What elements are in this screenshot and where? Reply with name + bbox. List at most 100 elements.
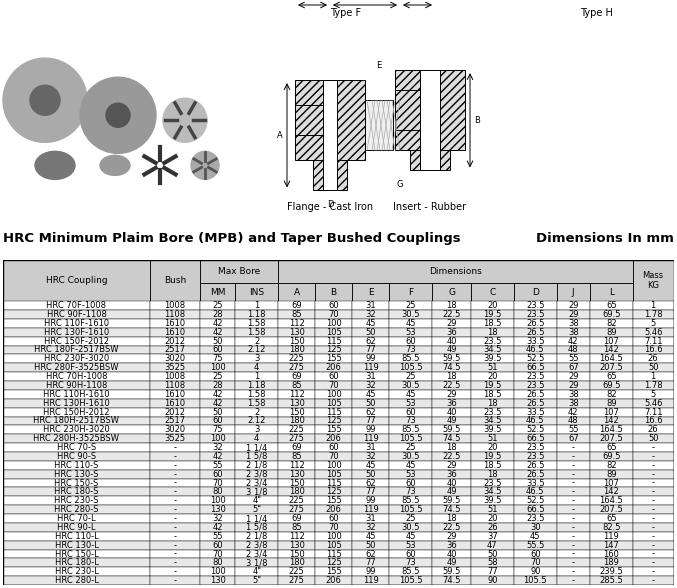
Bar <box>150 372 200 381</box>
Bar <box>3 443 150 452</box>
Bar <box>633 541 674 550</box>
Text: 275: 275 <box>288 363 305 372</box>
Bar <box>471 496 514 505</box>
Text: 206: 206 <box>326 505 342 514</box>
Text: 65: 65 <box>606 301 617 310</box>
Bar <box>3 319 150 328</box>
Text: 69: 69 <box>291 372 302 381</box>
Bar <box>352 346 389 355</box>
Text: 50: 50 <box>648 363 659 372</box>
Bar <box>352 532 389 541</box>
Bar <box>315 541 352 550</box>
Bar <box>389 328 432 337</box>
Text: J: J <box>572 288 575 297</box>
Text: 16.6: 16.6 <box>644 416 663 426</box>
Bar <box>633 532 674 541</box>
Text: 85: 85 <box>291 381 302 390</box>
Text: 38: 38 <box>568 399 579 407</box>
Bar <box>352 381 389 390</box>
Bar <box>514 541 556 550</box>
Bar <box>200 260 278 283</box>
Text: 23.5: 23.5 <box>483 407 502 416</box>
Bar <box>315 310 352 319</box>
Text: 1610: 1610 <box>165 328 185 337</box>
Text: 1.18: 1.18 <box>247 381 266 390</box>
Text: 55: 55 <box>213 461 223 470</box>
Bar <box>235 505 278 514</box>
Text: 125: 125 <box>326 487 341 496</box>
Text: 23.5: 23.5 <box>526 372 544 381</box>
Bar <box>432 283 471 301</box>
Text: 45: 45 <box>406 461 416 470</box>
Text: HRC 230F-3020: HRC 230F-3020 <box>44 355 109 363</box>
Text: 3: 3 <box>254 425 259 435</box>
Bar <box>471 381 514 390</box>
Text: -: - <box>572 461 575 470</box>
Text: 69: 69 <box>291 301 302 310</box>
Text: 70: 70 <box>328 310 339 319</box>
Text: 62: 62 <box>366 407 376 416</box>
Text: 60: 60 <box>530 550 541 559</box>
Text: 207.5: 207.5 <box>599 505 623 514</box>
Bar <box>278 310 315 319</box>
Text: HRC 90-L: HRC 90-L <box>57 523 95 532</box>
Bar <box>432 443 471 452</box>
Bar <box>432 550 471 559</box>
Bar <box>200 541 235 550</box>
Text: 29: 29 <box>568 372 579 381</box>
Bar <box>556 470 590 479</box>
Text: 77: 77 <box>366 346 376 355</box>
Bar <box>471 452 514 461</box>
Bar <box>352 301 389 310</box>
Text: 59.5: 59.5 <box>442 355 460 363</box>
Text: 1.78: 1.78 <box>644 310 663 319</box>
Text: 82: 82 <box>606 390 617 399</box>
Bar <box>278 328 315 337</box>
Text: 29: 29 <box>446 390 457 399</box>
Bar <box>200 532 235 541</box>
Bar <box>633 514 674 523</box>
Bar <box>471 346 514 355</box>
Text: HRC 130F-1610: HRC 130F-1610 <box>44 328 109 337</box>
Bar <box>235 532 278 541</box>
Bar <box>590 372 633 381</box>
Text: 39.5: 39.5 <box>483 425 502 435</box>
Text: -: - <box>173 479 176 487</box>
Text: HRC 230-S: HRC 230-S <box>54 496 99 505</box>
Text: 5": 5" <box>252 505 261 514</box>
Bar <box>471 390 514 399</box>
Text: HRC 70-L: HRC 70-L <box>57 514 95 523</box>
Text: -: - <box>173 496 176 505</box>
Bar <box>514 576 556 585</box>
Text: 2 3/4: 2 3/4 <box>246 479 267 487</box>
Bar <box>556 523 590 532</box>
Bar <box>432 470 471 479</box>
Bar <box>278 452 315 461</box>
Text: Max Bore: Max Bore <box>218 267 260 276</box>
Bar <box>471 337 514 346</box>
Text: 70: 70 <box>530 559 541 567</box>
Text: 32: 32 <box>366 381 376 390</box>
Text: 32: 32 <box>366 452 376 461</box>
Text: 1610: 1610 <box>165 319 185 328</box>
Bar <box>352 399 389 407</box>
Text: 45: 45 <box>406 390 416 399</box>
Text: 69: 69 <box>291 514 302 523</box>
Text: -: - <box>572 470 575 479</box>
Text: HRC 90H-1108: HRC 90H-1108 <box>46 381 107 390</box>
Text: 207.5: 207.5 <box>599 363 623 372</box>
Bar <box>278 443 315 452</box>
Bar <box>235 301 278 310</box>
Text: 105.5: 105.5 <box>399 434 422 443</box>
Text: 48: 48 <box>568 416 579 426</box>
Text: 23.5: 23.5 <box>526 452 544 461</box>
Text: 65: 65 <box>606 443 617 452</box>
Bar <box>278 346 315 355</box>
Text: 105.5: 105.5 <box>399 576 422 585</box>
Bar <box>590 425 633 435</box>
Bar <box>3 479 150 487</box>
Text: 66.5: 66.5 <box>526 505 544 514</box>
Bar <box>150 355 200 363</box>
Bar <box>389 435 432 443</box>
Bar <box>389 407 432 416</box>
